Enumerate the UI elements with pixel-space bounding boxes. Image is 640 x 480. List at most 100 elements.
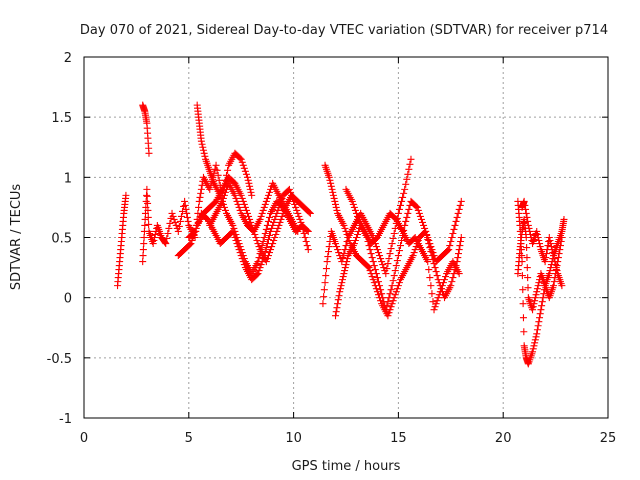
data-point-interp (177, 212, 185, 220)
data-point (520, 197, 528, 205)
data-point-interp (221, 206, 229, 214)
data-point-interp (387, 245, 395, 253)
data-point-interp (176, 217, 184, 225)
data-point-interp (444, 247, 452, 255)
data-point-interp (230, 230, 238, 238)
data-point-interp (236, 206, 244, 214)
data-point (365, 264, 373, 272)
data-point-interp (220, 191, 228, 199)
data-point-interp (554, 254, 562, 262)
data-point (382, 270, 390, 278)
data-point-interp (277, 215, 285, 223)
data-point-interp (457, 238, 465, 246)
data-point-interp (524, 284, 532, 292)
data-point-interp (429, 249, 437, 257)
data-point-interp (536, 240, 544, 248)
data-point-interp (412, 202, 420, 210)
data-point-interp (385, 294, 393, 302)
data-point-interp (535, 237, 543, 245)
data-point-interp (456, 242, 464, 250)
data-point-interp (345, 237, 353, 245)
data-point-interp (384, 298, 392, 306)
data-point-interp (240, 164, 248, 172)
data-point-interp (325, 248, 333, 256)
data-point-interp (257, 212, 265, 220)
data-point-interp (151, 234, 159, 241)
data-point-interp (531, 297, 539, 305)
data-point-interp (344, 234, 352, 241)
data-point-interp (286, 188, 294, 196)
data-point (537, 306, 545, 314)
data-point (376, 282, 384, 290)
series-track-11 (342, 185, 463, 314)
data-point (340, 270, 348, 278)
data-point-interp (198, 140, 206, 148)
data-point-interp (393, 285, 401, 293)
data-point-interp (421, 224, 429, 232)
data-point-interp (523, 244, 531, 252)
y-tick-label: -1 (59, 412, 72, 427)
data-point-interp (272, 212, 280, 220)
data-point-interp (373, 274, 381, 282)
data-point-interp (547, 243, 555, 251)
data-point-interp (533, 230, 541, 238)
data-point-interp (145, 220, 153, 228)
data-point-interp (140, 240, 148, 248)
data-point-interp (239, 161, 247, 169)
data-point (195, 197, 203, 205)
data-point-interp (396, 242, 404, 250)
data-point (145, 149, 153, 157)
data-point-interp (547, 240, 555, 248)
data-point (457, 234, 465, 241)
data-point (275, 221, 283, 229)
data-point-interp (265, 188, 273, 196)
data-point-interp (368, 273, 376, 281)
data-point-interp (534, 234, 542, 241)
data-point-interp (431, 303, 439, 311)
data-point-interp (394, 282, 402, 290)
data-point-interp (324, 253, 332, 261)
data-point-interp (139, 246, 147, 254)
data-point-interp (546, 267, 554, 275)
data-point (323, 258, 331, 266)
data-point (445, 246, 453, 254)
data-point-interp (235, 203, 243, 211)
x-axis-label: GPS time / hours (292, 459, 401, 474)
data-point-interp (427, 243, 435, 251)
data-point-interp (393, 257, 401, 265)
series-track-6 (185, 185, 312, 284)
data-point (304, 227, 312, 235)
data-point (187, 240, 195, 248)
data-point-interp (523, 213, 531, 221)
data-point-interp (213, 166, 221, 174)
x-tick-label: 20 (495, 431, 512, 446)
data-point-interp (448, 278, 456, 286)
data-point-interp (214, 171, 222, 179)
data-point-interp (373, 246, 381, 254)
data-point-interp (288, 191, 296, 199)
data-point-interp (261, 200, 269, 208)
data-point (457, 197, 465, 205)
data-point (162, 240, 170, 248)
data-point-interp (398, 237, 406, 245)
data-point-interp (265, 249, 273, 257)
data-point-interp (389, 297, 397, 305)
data-point (394, 209, 402, 217)
data-point-interp (425, 237, 433, 245)
data-point (254, 270, 262, 278)
data-point-interp (403, 175, 411, 183)
data-point-interp (438, 282, 446, 290)
data-point-interp (333, 243, 341, 251)
data-point-interp (270, 218, 278, 226)
data-point (332, 240, 340, 248)
data-point (325, 173, 333, 181)
data-point (340, 221, 348, 229)
data-point-interp (354, 230, 362, 238)
data-point-interp (389, 277, 397, 285)
data-point-interp (536, 243, 544, 251)
data-point (529, 306, 537, 314)
data-point-interp (261, 229, 269, 237)
data-point-interp (329, 188, 337, 196)
data-point (560, 215, 568, 223)
data-point-interp (404, 209, 412, 217)
